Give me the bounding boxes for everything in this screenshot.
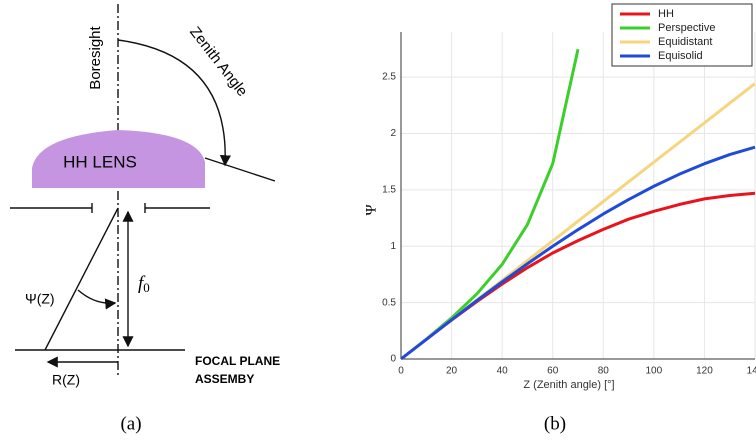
zenith-label: Zenith Angle [186,24,251,100]
chief-ray [44,207,119,351]
y-tick-label: 1.5 [382,185,396,196]
y-tick-label: 2.5 [382,72,396,83]
x-tick-label: 140 [747,366,756,377]
x-tick-label: 20 [446,366,458,377]
focal-label: f0 [138,273,150,295]
focal-sub: 0 [143,280,150,295]
x-tick-label: 100 [646,366,663,377]
x-axis-label: Z (Zenith angle) [°] [523,379,614,391]
legend-label: Equidistant [658,36,712,48]
radius-label: R(Z) [52,372,80,388]
y-axis-label: Ψ [363,204,379,216]
y-tick-label: 0 [390,354,396,365]
psi-arc [77,289,117,310]
legend: HH Perspective Equidistant Equisolid [611,3,753,67]
caption: (b) [544,413,566,434]
diagram [10,4,276,378]
lens-label: HH LENS [63,152,137,171]
x-tick-label: 80 [598,366,610,377]
focal-f: f [138,273,146,294]
boresight-label: Boresight [87,25,104,89]
lens [32,130,205,188]
x-tick-label: 0 [398,366,404,377]
legend-label: Equisolid [658,50,703,62]
series-line [400,145,756,361]
focal-plane-label: FOCAL PLANE [195,354,280,368]
x-tick-label: 120 [696,366,713,377]
psi-label: Ψ(Z) [25,291,55,307]
y-tick-label: 1 [390,241,396,252]
plot-area [401,32,755,359]
caption: (a) [120,413,141,434]
zenith-ray [204,157,276,182]
y-tick-label: 2 [390,128,396,139]
focal-plane-label: ASSEMBY [195,372,254,386]
legend-label: HH [658,8,674,20]
x-tick-label: 40 [497,366,509,377]
zenith-arc [117,39,232,167]
y-tick-label: 0.5 [382,297,396,308]
legend-label: Perspective [658,22,715,34]
x-tick-label: 60 [547,366,559,377]
